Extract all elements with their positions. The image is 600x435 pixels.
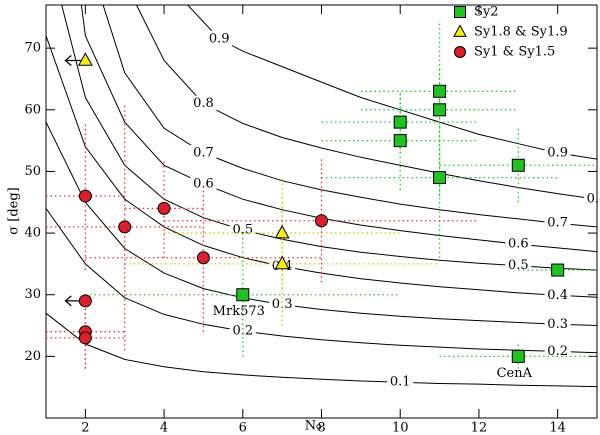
triangle-marker	[453, 24, 467, 37]
square-marker	[511, 349, 525, 363]
annotation: CenA	[497, 366, 533, 381]
y-tick-label: 50	[24, 164, 41, 179]
circle-marker	[118, 220, 132, 234]
contour-label-bg	[544, 144, 571, 160]
contour-label: 0.7	[193, 145, 214, 160]
contour-label: 0.4	[547, 288, 568, 303]
square-marker	[454, 6, 466, 18]
circle-marker	[454, 46, 466, 58]
annotation: Mrk573	[213, 304, 265, 319]
square-marker	[393, 115, 407, 129]
y-axis-label: σ [deg]	[7, 187, 22, 235]
contour-label: 0.3	[547, 317, 568, 332]
contour-label: 0.5	[232, 222, 253, 237]
y-tick-label: 70	[24, 41, 41, 56]
contour-label: 0.6	[508, 237, 529, 252]
contour-label-bg	[544, 316, 571, 332]
x-axis-label: N₀	[305, 419, 322, 434]
x-tick-label: 10	[392, 421, 409, 435]
contour-label: 0.3	[272, 297, 293, 312]
contour-label: 0.1	[390, 375, 411, 390]
y-tick-label: 40	[24, 226, 41, 241]
y-tick-label: 30	[24, 287, 41, 302]
contour-label-bg	[505, 236, 532, 252]
x-tick-label: 2	[81, 421, 89, 435]
contour-line	[46, 208, 597, 354]
triangle-marker	[274, 255, 290, 270]
circle-marker	[78, 331, 92, 345]
x-tick-label: 4	[160, 421, 168, 435]
y-tick-label: 60	[24, 102, 41, 117]
legend-label: Sy1.8 & Sy1.9	[474, 25, 568, 40]
contour-label: 0.2	[232, 324, 253, 339]
contour-label-bg	[505, 257, 532, 273]
triangle-marker	[274, 224, 290, 239]
square-marker	[433, 103, 447, 117]
x-tick-label: 8	[317, 421, 325, 435]
contour-line	[46, 312, 597, 388]
contour-line	[102, 5, 597, 228]
legend-label: Sy1 & Sy1.5	[474, 45, 555, 60]
circle-marker	[196, 251, 210, 265]
contour-line	[61, 5, 597, 271]
legend-label: Sy2	[474, 5, 499, 20]
contour-label-bg	[190, 144, 217, 160]
square-marker	[551, 263, 565, 277]
contour-label-bg	[584, 191, 600, 207]
circle-marker	[157, 201, 171, 215]
contour-label: 0.7	[547, 216, 568, 231]
contour-label-bg	[206, 30, 233, 46]
contour-line	[187, 5, 597, 160]
square-marker	[393, 134, 407, 148]
square-marker	[511, 158, 525, 172]
contour-line	[46, 121, 597, 326]
contour-label: 0.9	[547, 145, 568, 160]
contour-label-bg	[387, 374, 414, 390]
y-tick-label: 20	[24, 349, 41, 364]
circle-marker	[78, 189, 92, 203]
x-tick-label: 6	[239, 421, 247, 435]
square-marker	[433, 171, 447, 185]
contour-line	[80, 5, 597, 253]
contour-label-bg	[269, 296, 296, 312]
contour-label: 0.2	[547, 344, 568, 359]
circle-marker	[78, 294, 92, 308]
contour-label-bg	[190, 175, 217, 191]
contour-label-bg	[229, 323, 256, 339]
square-marker	[236, 288, 250, 302]
contour-label: 0.6	[193, 176, 214, 191]
x-tick-label: 12	[471, 421, 488, 435]
contour-label-bg	[544, 215, 571, 231]
contour-label-bg	[544, 287, 571, 303]
x-tick-label: 14	[549, 421, 566, 435]
triangle-marker	[77, 52, 93, 66]
square-marker	[433, 84, 447, 98]
contour-label: 0.8	[587, 192, 600, 207]
contour-label: 0.9	[209, 31, 230, 46]
contour-label: 0.5	[508, 258, 529, 273]
contour-label-bg	[544, 343, 571, 359]
contour-label-bg	[190, 95, 217, 111]
circle-marker	[315, 214, 328, 228]
contour-label: 0.8	[193, 96, 214, 111]
